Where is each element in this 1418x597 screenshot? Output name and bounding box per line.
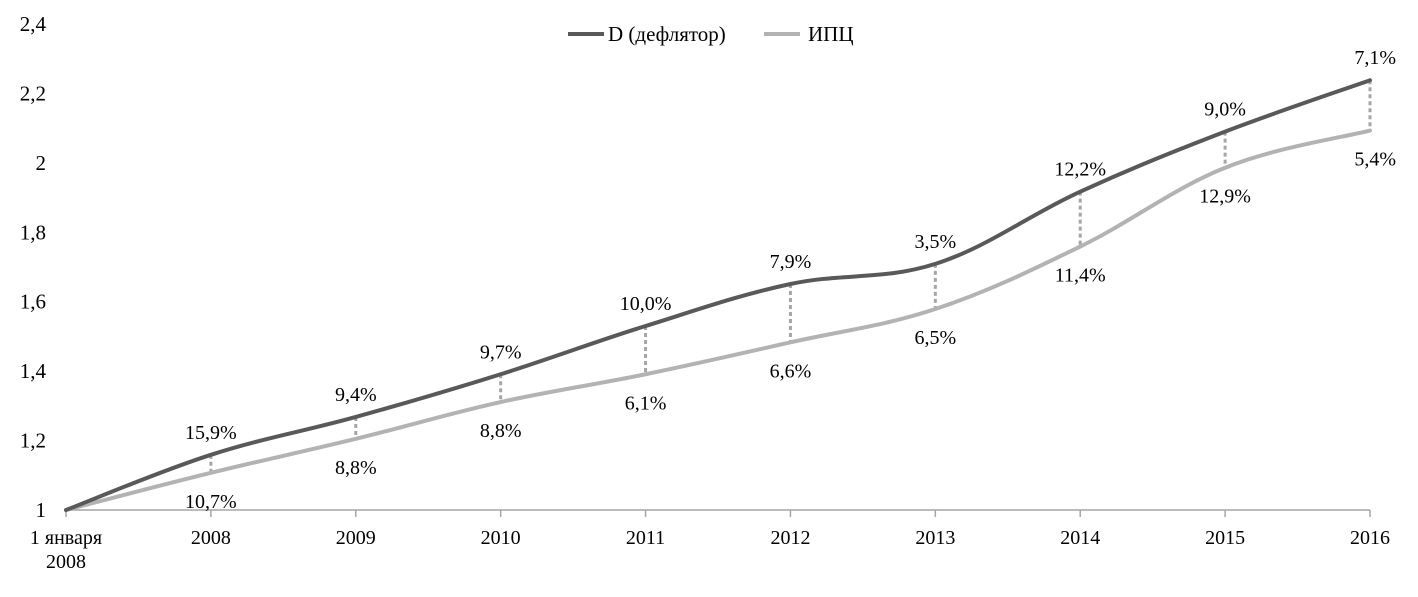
legend-label-cpi: ИПЦ [808,22,854,46]
x-tick-label-line: 2013 [915,527,955,549]
deflator-data-label: 7,9% [770,251,812,273]
y-tick-label: 2 [36,151,47,175]
x-tick-label-line: 1 января [30,527,102,549]
gap-markers [209,80,1372,473]
x-tick-label-line: 2008 [46,551,86,573]
x-tick-label: 2013 [915,527,955,549]
x-tick-label-line: 2014 [1060,527,1100,549]
cpi-data-label: 6,1% [625,392,667,414]
y-tick-label: 1,2 [20,429,46,453]
deflator-data-label: 9,0% [1204,99,1246,121]
x-tick-label-line: 2008 [191,527,231,549]
x-tick-label-line: 2012 [770,527,810,549]
y-tick-label: 1,8 [20,220,46,244]
deflator-data-label: 15,9% [185,422,237,444]
x-tick-label-line: 2010 [481,527,521,549]
y-tick-label: 2,4 [20,12,47,36]
x-tick-label: 2008 [191,527,231,549]
x-tick-label: 2010 [481,527,521,549]
y-tick-label: 1,6 [20,290,46,314]
data-labels: 15,9% 10,7% 9,4% 8,8% 9,7% 8,8% 10,0% 6,1% 7,9% 6… [185,47,1396,513]
cpi-data-label: 11,4% [1055,265,1106,287]
cpi-data-label: 10,7% [185,491,237,513]
x-tick-label: 2015 [1205,527,1245,549]
cpi-line [64,128,1372,512]
y-tick-label: 2,2 [20,81,46,105]
x-tick-label-line: 2009 [336,527,376,549]
x-tick-label-line: 2016 [1350,527,1390,549]
deflator-data-label: 3,5% [914,231,956,253]
cpi-data-label: 6,6% [770,360,812,382]
deflator-data-label: 7,1% [1354,47,1396,69]
x-tick-label: 2011 [626,527,665,549]
x-tick-label: 1 января 2008 [30,527,102,573]
deflator-data-label: 9,4% [335,384,377,406]
cpi-data-label: 5,4% [1354,149,1396,171]
x-tick-label: 2014 [1060,527,1100,549]
x-tick-label: 2016 [1350,527,1390,549]
x-tick-label-line: 2015 [1205,527,1245,549]
legend-label-deflator: D (дефлятор) [608,22,726,46]
x-tick-label-line: 2011 [626,527,665,549]
y-tick-label: 1 [36,498,47,522]
y-tick-label: 1,4 [20,359,47,383]
cpi-data-label: 8,8% [480,420,522,442]
x-tick-label: 2009 [336,527,376,549]
legend: D (дефлятор) ИПЦ [568,22,854,46]
deflator-data-label: 12,2% [1054,159,1106,181]
series-lines [64,78,1372,512]
deflator-line [64,78,1372,512]
deflator-data-label: 10,0% [620,293,672,315]
x-tick-label: 2012 [770,527,810,549]
cpi-data-label: 8,8% [335,457,377,479]
cpi-data-label: 6,5% [914,327,956,349]
deflator-data-label: 9,7% [480,341,522,363]
cpi-data-label: 12,9% [1199,186,1251,208]
